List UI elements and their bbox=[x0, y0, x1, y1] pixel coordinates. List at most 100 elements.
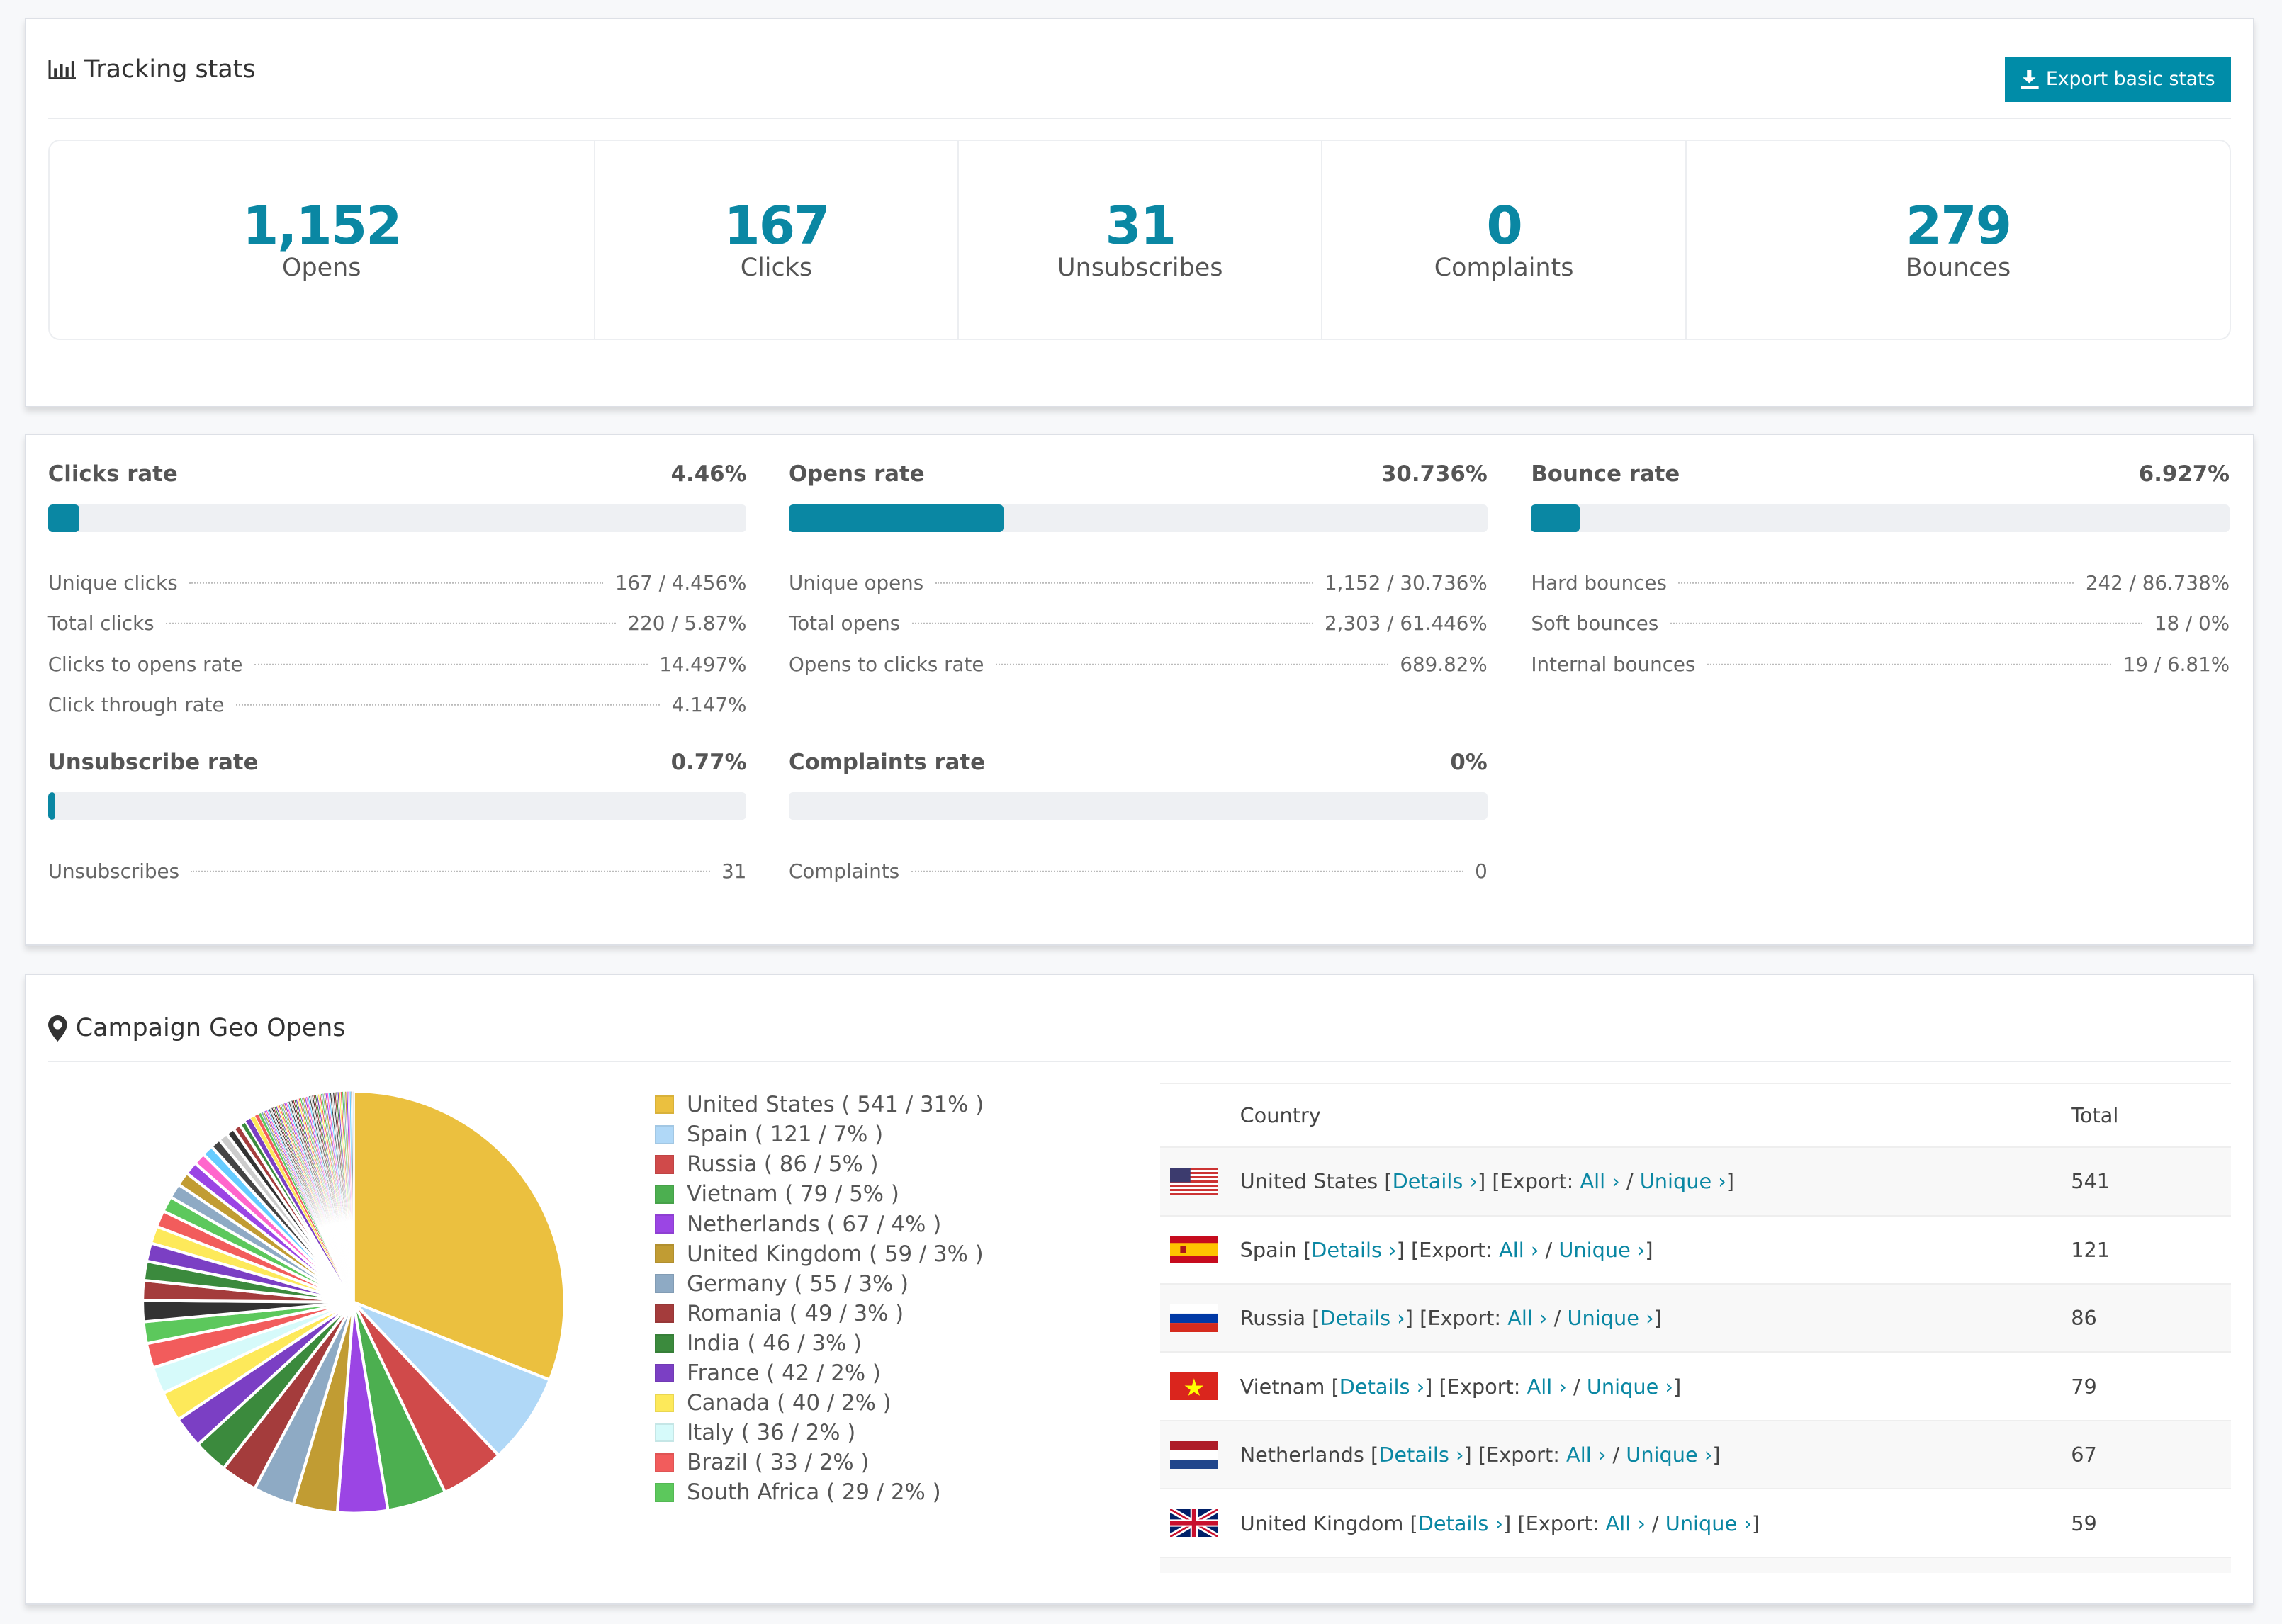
row-label: Soft bounces bbox=[1531, 611, 1659, 636]
map-marker-icon bbox=[47, 1015, 67, 1042]
country-cell: Russia [Details ›] [Export: All › / Uniq… bbox=[1240, 1306, 1662, 1331]
stat-value: 279 bbox=[1905, 195, 2012, 256]
export-unique-link[interactable]: Unique › bbox=[1558, 1237, 1646, 1262]
export-all-link[interactable]: All › bbox=[1580, 1169, 1620, 1194]
legend-label: United Kingdom ( 59 / 3% ) bbox=[687, 1241, 984, 1267]
rate-progress-bar bbox=[788, 792, 1488, 821]
flag-nl-icon bbox=[1170, 1440, 1218, 1469]
export-all-link[interactable]: All › bbox=[1499, 1237, 1539, 1262]
legend-swatch bbox=[655, 1453, 674, 1472]
dotted-leader bbox=[254, 663, 648, 665]
legend-item: Germany ( 55 / 3% ) bbox=[655, 1269, 984, 1299]
row-label: Internal bounces bbox=[1531, 652, 1696, 676]
rate-row: Unique opens 1,152 / 30.736% bbox=[789, 571, 1488, 596]
stat-value: 0 bbox=[1486, 195, 1522, 256]
export-unique-link[interactable]: Unique › bbox=[1639, 1169, 1726, 1194]
legend-swatch bbox=[655, 1214, 674, 1234]
legend-item: Italy ( 36 / 2% ) bbox=[655, 1418, 984, 1448]
dotted-leader bbox=[166, 623, 617, 625]
rate-title: Bounce rate bbox=[1531, 461, 1680, 487]
total-cell: 541 bbox=[2071, 1169, 2110, 1194]
legend-label: Russia ( 86 / 5% ) bbox=[687, 1151, 879, 1178]
country-name: United Kingdom bbox=[1240, 1511, 1404, 1535]
export-unique-link[interactable]: Unique › bbox=[1626, 1443, 1713, 1467]
dotted-leader bbox=[911, 870, 1463, 872]
details-link[interactable]: Details › bbox=[1392, 1169, 1478, 1194]
row-value: 14.497% bbox=[659, 652, 747, 676]
legend-label: Canada ( 40 / 2% ) bbox=[687, 1390, 892, 1416]
row-value: 18 / 0% bbox=[2154, 611, 2230, 636]
table-row: Russia [Details ›] [Export: All › / Uniq… bbox=[1159, 1285, 2232, 1353]
rate-title: Complaints rate bbox=[788, 749, 986, 775]
rate-row: Opens to clicks rate 689.82% bbox=[789, 653, 1488, 677]
export-all-link[interactable]: All › bbox=[1507, 1306, 1548, 1331]
stat-unsubscribes: 31 Unsubscribes bbox=[959, 141, 1323, 339]
dotted-leader bbox=[1670, 623, 2143, 625]
rate-row: Unsubscribes 31 bbox=[48, 859, 747, 884]
details-link[interactable]: Details › bbox=[1311, 1237, 1397, 1262]
rate-value: 30.736% bbox=[1381, 461, 1488, 487]
dotted-leader bbox=[191, 870, 710, 872]
row-label: Unique opens bbox=[788, 571, 924, 594]
export-unique-link[interactable]: Unique › bbox=[1665, 1511, 1752, 1535]
country-name: Russia bbox=[1240, 1306, 1306, 1331]
export-label: [Export: bbox=[1420, 1306, 1502, 1331]
export-all-link[interactable]: All › bbox=[1566, 1443, 1607, 1467]
header-total: Total bbox=[2071, 1103, 2119, 1127]
details-link[interactable]: Details › bbox=[1417, 1511, 1504, 1535]
details-link[interactable]: Details › bbox=[1320, 1306, 1405, 1331]
stat-clicks: 167 Clicks bbox=[595, 141, 960, 339]
rate-row: Soft bounces 18 / 0% bbox=[1531, 611, 2230, 636]
legend-swatch bbox=[655, 1185, 674, 1204]
country-name: Spain bbox=[1240, 1237, 1297, 1262]
export-unique-link[interactable]: Unique › bbox=[1586, 1374, 1673, 1399]
rate-block: Bounce rate 6.927% Hard bounces 242 / 86.7… bbox=[1531, 461, 2230, 677]
pie-slice[interactable] bbox=[352, 1300, 552, 1458]
details-link[interactable]: Details › bbox=[1378, 1443, 1464, 1467]
header-country: Country bbox=[1240, 1103, 1321, 1127]
rate-header: Opens rate 30.736% bbox=[789, 461, 1488, 487]
export-unique-link[interactable]: Unique › bbox=[1567, 1306, 1654, 1331]
stat-label: Bounces bbox=[1905, 253, 2011, 282]
stat-label: Opens bbox=[282, 253, 361, 282]
row-label: Total opens bbox=[788, 611, 901, 636]
row-value: 0 bbox=[1475, 859, 1488, 883]
total-cell: 79 bbox=[2071, 1374, 2097, 1399]
pie-slice[interactable] bbox=[352, 1090, 566, 1382]
rate-value: 4.46% bbox=[670, 461, 747, 487]
legend-label: Brazil ( 33 / 2% ) bbox=[687, 1450, 870, 1476]
export-basic-stats-button[interactable]: Export basic stats bbox=[2005, 57, 2232, 102]
flag-vn-icon bbox=[1170, 1372, 1218, 1401]
details-link[interactable]: Details › bbox=[1339, 1374, 1425, 1399]
row-value: 1,152 / 30.736% bbox=[1325, 571, 1488, 594]
rate-row: Unique clicks 167 / 4.456% bbox=[48, 571, 747, 596]
legend-label: Germany ( 55 / 3% ) bbox=[687, 1270, 909, 1297]
rate-block: Opens rate 30.736% Unique opens 1,152 / 30… bbox=[788, 461, 1488, 677]
stats-summary: 1,152 Opens 167 Clicks 31 Unsubscribes 0 Com… bbox=[47, 140, 2232, 341]
legend-swatch bbox=[655, 1095, 674, 1115]
export-all-link[interactable]: All › bbox=[1527, 1374, 1567, 1399]
tracking-stats-card: Tracking stats Export basic stats 1,152 O… bbox=[24, 17, 2254, 407]
divider bbox=[47, 118, 2232, 120]
export-label: [Export: bbox=[1410, 1237, 1493, 1262]
flag-ru-icon bbox=[1170, 1304, 1218, 1332]
dotted-leader bbox=[189, 582, 604, 584]
rate-progress-bar bbox=[788, 504, 1488, 532]
row-value: 689.82% bbox=[1400, 652, 1488, 676]
legend-label: Spain ( 121 / 7% ) bbox=[687, 1122, 884, 1148]
rate-row: Total clicks 220 / 5.87% bbox=[48, 611, 747, 636]
row-value: 2,303 / 61.446% bbox=[1325, 611, 1488, 636]
export-label: [Export: bbox=[1517, 1511, 1600, 1535]
pie-slice-minor[interactable] bbox=[352, 1090, 354, 1302]
legend-swatch bbox=[655, 1304, 674, 1324]
rate-row: Click through rate 4.147% bbox=[48, 693, 747, 718]
table-row: United Kingdom [Details ›] [Export: All … bbox=[1159, 1489, 2232, 1558]
legend-item: Spain ( 121 / 7% ) bbox=[655, 1120, 984, 1149]
export-all-link[interactable]: All › bbox=[1605, 1511, 1646, 1535]
flag-us-icon bbox=[1170, 1167, 1218, 1195]
rate-header: Unsubscribe rate 0.77% bbox=[48, 750, 747, 775]
dotted-leader bbox=[1678, 582, 2074, 584]
stat-label: Clicks bbox=[740, 253, 813, 282]
row-label: Complaints bbox=[788, 859, 900, 883]
rate-title: Unsubscribe rate bbox=[47, 749, 259, 775]
